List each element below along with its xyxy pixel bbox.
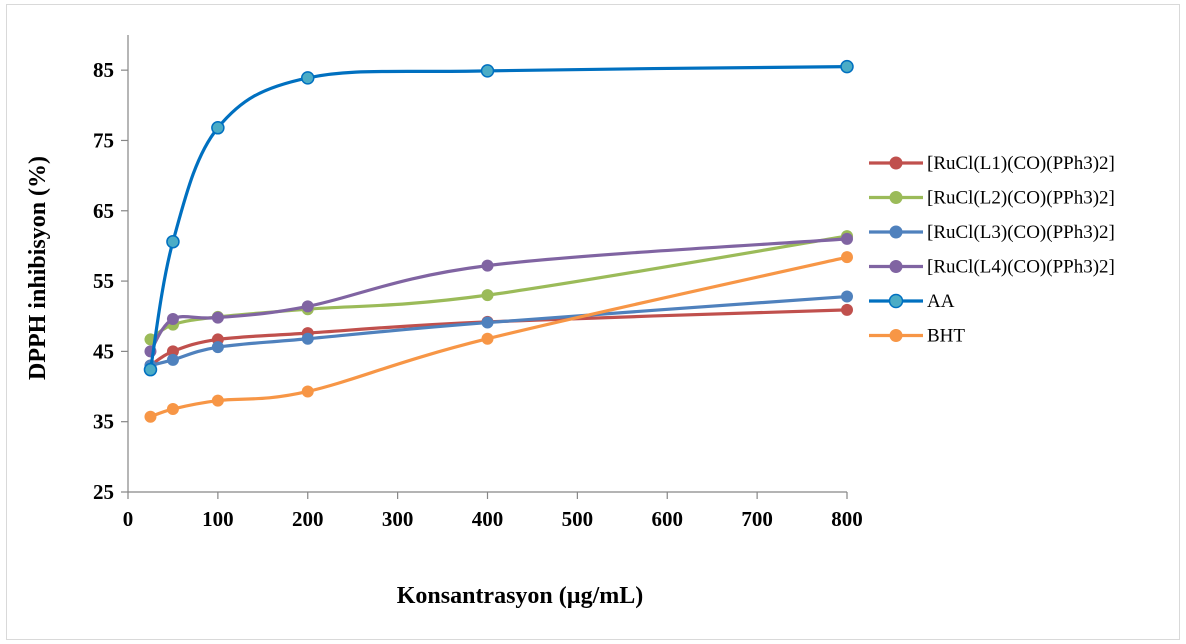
series-bht <box>144 251 853 423</box>
y-tick-label: 55 <box>93 269 114 293</box>
data-point <box>841 290 853 303</box>
legend-label: BHT <box>927 326 965 347</box>
x-tick-label: 700 <box>741 507 773 531</box>
y-tick-label: 85 <box>93 58 114 82</box>
series-line <box>149 234 848 341</box>
y-tick-label: 25 <box>93 480 114 504</box>
data-point <box>481 289 494 302</box>
legend: [RuCl(L1)(CO)(PPh3)2] [RuCl(L2)(CO)(PPh3)… <box>869 153 1115 347</box>
legend-marker <box>889 191 903 204</box>
data-point <box>841 303 853 316</box>
data-point <box>211 311 224 324</box>
x-tick-label: 800 <box>831 507 863 531</box>
y-tick-label: 65 <box>93 199 114 223</box>
x-tick-label: 0 <box>123 507 134 531</box>
data-point <box>301 300 314 313</box>
legend-entry: [RuCl(L3)(CO)(PPh3)2] <box>869 222 1115 243</box>
data-point <box>481 332 494 345</box>
y-axis-title: DPPH inhibisyon (%) <box>25 156 51 380</box>
legend-entry: BHT <box>869 326 965 347</box>
legend-marker <box>889 260 903 273</box>
x-tick-label: 500 <box>562 507 594 531</box>
series-rucl-l2-co-pph3-2 <box>144 230 853 346</box>
y-tick-label: 45 <box>93 339 114 363</box>
x-tick-label: 100 <box>202 507 234 531</box>
legend-marker <box>889 225 903 239</box>
legend-label: [RuCl(L3)(CO)(PPh3)2] <box>927 222 1115 243</box>
x-tick-label: 400 <box>472 507 504 531</box>
series-line <box>150 294 848 367</box>
chart-frame: 25 35 45 55 65 75 85 0 100 200 300 400 500 600 700 800 … <box>6 4 1180 640</box>
legend-label: AA <box>927 291 955 312</box>
data-point <box>211 121 225 135</box>
series-layer <box>143 59 854 423</box>
data-point <box>143 362 158 377</box>
data-point <box>166 234 180 249</box>
legend-label: [RuCl(L4)(CO)(PPh3)2] <box>927 257 1115 278</box>
data-point <box>211 394 224 407</box>
x-tick-label: 200 <box>292 507 324 531</box>
data-point <box>481 259 494 272</box>
data-point <box>166 313 179 326</box>
legend-entry: [RuCl(L4)(CO)(PPh3)2] <box>869 257 1115 278</box>
series-aa <box>143 59 854 377</box>
data-point <box>166 403 179 416</box>
series-line <box>149 308 848 367</box>
data-point <box>301 385 314 398</box>
axes <box>121 35 848 499</box>
x-tick-label: 600 <box>652 507 684 531</box>
legend-marker <box>889 329 903 342</box>
data-point <box>211 341 224 354</box>
data-point <box>480 64 495 78</box>
legend-marker <box>889 156 903 170</box>
legend-marker <box>888 293 904 309</box>
x-axis-title: Konsantrasyon (µg/mL) <box>397 583 644 609</box>
series-rucl-l3-co-pph3-2 <box>144 290 853 372</box>
y-tick-label: 75 <box>93 128 114 152</box>
tick-labels: 25 35 45 55 65 75 85 0 100 200 300 400 500 600 700 800 <box>93 58 863 531</box>
data-point <box>301 332 314 345</box>
legend-entry: [RuCl(L1)(CO)(PPh3)2] <box>869 153 1115 174</box>
data-point <box>841 251 853 264</box>
data-point <box>841 232 853 245</box>
legend-label: [RuCl(L2)(CO)(PPh3)2] <box>927 188 1115 209</box>
legend-label: [RuCl(L1)(CO)(PPh3)2] <box>927 153 1115 174</box>
y-tick-label: 35 <box>93 410 114 434</box>
legend-entry: AA <box>869 291 955 312</box>
data-point <box>166 345 179 358</box>
data-point <box>840 59 854 74</box>
data-point <box>166 353 179 366</box>
data-point <box>144 410 157 423</box>
data-point <box>301 71 315 85</box>
data-point <box>481 316 494 329</box>
legend-entry: [RuCl(L2)(CO)(PPh3)2] <box>869 188 1115 209</box>
x-tick-label: 300 <box>382 507 414 531</box>
series-line <box>148 65 848 370</box>
